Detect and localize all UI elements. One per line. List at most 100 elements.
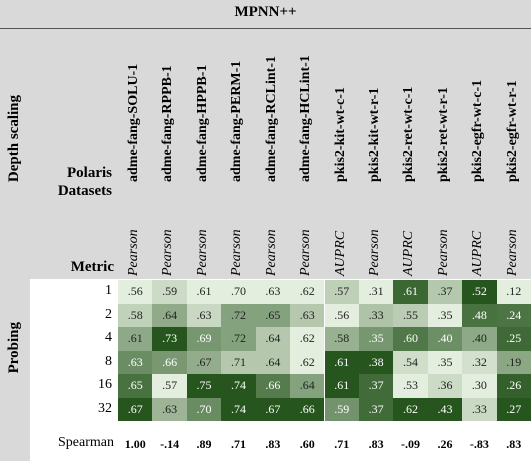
- summary-cell: .83: [506, 437, 522, 451]
- cell: .63: [186, 303, 222, 327]
- summary-cell: -.09: [401, 437, 421, 451]
- column-metric: Pearson: [504, 229, 520, 276]
- cell: .59: [324, 397, 359, 421]
- column-header: pkis2-ret-wt-c-1: [401, 86, 417, 182]
- summary-cell: .71: [334, 437, 350, 451]
- cell: .52: [462, 280, 497, 304]
- column-metric: Pearson: [229, 229, 245, 276]
- cell: .72: [221, 303, 256, 327]
- column-header: adme-fang-PERM-1: [229, 60, 245, 182]
- cell: .70: [221, 280, 256, 304]
- summary-cell: .60: [299, 437, 315, 451]
- cell: .65: [118, 374, 153, 398]
- cell: .57: [324, 280, 359, 304]
- cell: .69: [186, 327, 222, 351]
- cell: .71: [221, 350, 256, 374]
- column-header: pkis2-egfr-wt-r-1: [504, 80, 520, 182]
- cell: .33: [462, 397, 497, 421]
- cell: .58: [324, 327, 359, 351]
- summary-cell: -.83: [469, 437, 489, 451]
- cell: .35: [427, 350, 463, 374]
- column-header: pkis2-egfr-wt-c-1: [470, 79, 486, 182]
- side-label: Depth scaling: [6, 95, 22, 183]
- row-label: 8: [105, 353, 112, 369]
- cell: .64: [290, 374, 325, 398]
- column-metric: Pearson: [298, 229, 314, 276]
- column-header: adme-fang-RPPB-1: [160, 65, 176, 182]
- side-label: Probing: [6, 322, 22, 374]
- summary-cell: -.14: [160, 437, 180, 451]
- column-metric: AUPRC: [470, 230, 486, 276]
- summary-cell: .71: [230, 437, 246, 451]
- cell: .35: [427, 303, 463, 327]
- cell: .75: [186, 374, 222, 398]
- cell: .31: [358, 280, 394, 304]
- column-metric: Pearson: [194, 229, 210, 276]
- cell: .12: [496, 280, 531, 304]
- cell: .38: [358, 350, 394, 374]
- cell: .27: [496, 397, 531, 421]
- cell: .63: [118, 350, 153, 374]
- column-header: adme-fang-RCLint-1: [263, 56, 279, 182]
- column-metric: Pearson: [435, 229, 451, 276]
- column-header: adme-fang-HPPB-1: [194, 64, 210, 182]
- summary-cell: .83: [368, 437, 384, 451]
- cell: .57: [152, 374, 187, 398]
- cell: .43: [427, 397, 463, 421]
- cell: .67: [186, 350, 222, 374]
- rule: [0, 28, 531, 29]
- cell: .37: [427, 280, 463, 304]
- cell: .40: [462, 327, 497, 351]
- column-metric: Pearson: [263, 229, 279, 276]
- row-label: 4: [105, 330, 112, 345]
- summary-cell: 1.00: [124, 437, 146, 451]
- cell: .63: [152, 397, 187, 421]
- cell: .59: [152, 280, 187, 304]
- cell: .73: [152, 327, 187, 351]
- column-header: pkis2-kit-wt-r-1: [366, 87, 382, 182]
- row-label: 2: [105, 306, 112, 322]
- cell: .74: [221, 397, 256, 421]
- column-metric: AUPRC: [401, 230, 417, 276]
- cell: .26: [496, 374, 531, 398]
- cell: .61: [324, 350, 359, 374]
- cell: .62: [393, 397, 428, 421]
- cell: .25: [496, 327, 531, 351]
- cell: .37: [358, 374, 394, 398]
- cell: .56: [324, 303, 359, 327]
- cell: .66: [290, 397, 325, 421]
- cell: .35: [358, 327, 394, 351]
- cell: .24: [496, 303, 531, 327]
- cell: .33: [358, 303, 394, 327]
- row-label: 32: [98, 400, 112, 416]
- cell: .30: [462, 374, 497, 398]
- row-label: 16: [98, 377, 112, 392]
- cell: .74: [221, 374, 256, 398]
- summary-cell: .89: [196, 437, 212, 451]
- cell: .63: [290, 303, 325, 327]
- title: MPNN++: [234, 4, 297, 20]
- summary-cell: .83: [265, 437, 281, 451]
- cell: .60: [393, 327, 428, 351]
- cell: .62: [290, 327, 325, 351]
- cell: .72: [221, 327, 256, 351]
- cell: .37: [358, 397, 394, 421]
- cell: .36: [427, 374, 463, 398]
- cell: .61: [393, 280, 428, 304]
- column-metric: Pearson: [366, 229, 382, 276]
- cell: .54: [393, 350, 428, 374]
- column-metric: AUPRC: [332, 230, 348, 276]
- row-label: 1: [105, 283, 112, 298]
- cell: .61: [186, 280, 222, 304]
- cell: .19: [496, 350, 531, 374]
- cell: .66: [152, 350, 187, 374]
- cell: .70: [186, 397, 222, 421]
- cell: .61: [118, 327, 153, 351]
- column-header: adme-fang-HCLint-1: [298, 55, 314, 182]
- cell: .65: [255, 303, 291, 327]
- column-header: adme-fang-SOLU-1: [126, 63, 141, 182]
- column-metric: Pearson: [160, 229, 176, 276]
- cell: .64: [255, 327, 291, 351]
- cell: .40: [427, 327, 463, 351]
